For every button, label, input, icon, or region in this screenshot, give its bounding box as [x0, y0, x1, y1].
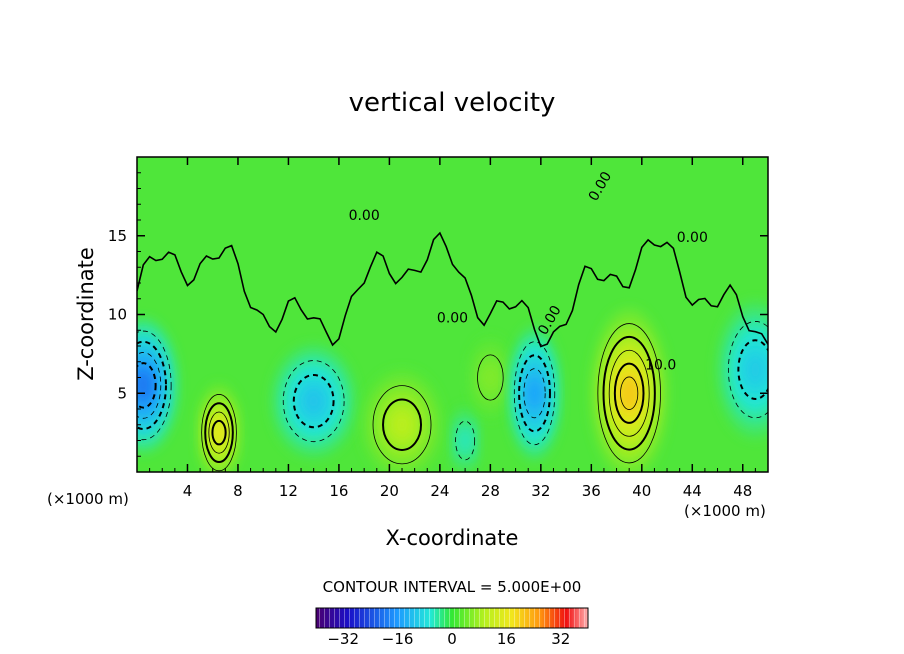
- contour-line: [477, 354, 504, 401]
- contour-line: [372, 385, 432, 465]
- y-tick-label: 5: [117, 384, 127, 402]
- colorbar-tick-label: −32: [327, 630, 359, 648]
- x-axis-label: X-coordinate: [385, 526, 519, 550]
- contour-line: [620, 376, 639, 410]
- contour-line: [292, 374, 335, 429]
- contour-line: [727, 321, 768, 419]
- contour-line: [455, 420, 476, 461]
- field-feature: [449, 406, 482, 472]
- x-tick-label: 32: [531, 482, 550, 500]
- x-tick-label: 36: [582, 482, 601, 500]
- contour-label: 10.0: [645, 358, 676, 374]
- y-tick-label: 10: [108, 306, 127, 324]
- y-tick-label: 15: [108, 227, 127, 245]
- contour-line: [137, 330, 172, 441]
- field-feature: [271, 345, 356, 458]
- contour-line: [613, 362, 645, 424]
- x-tick-label: 4: [183, 482, 193, 500]
- x-tick-label: 28: [481, 482, 500, 500]
- x-tick-label: 8: [233, 482, 243, 500]
- contour-interval-text: CONTOUR INTERVAL = 5.000E+00: [322, 578, 582, 596]
- x-unit-right: (×1000 m): [684, 502, 766, 520]
- contour-label: 0.00: [437, 310, 468, 326]
- contour-line: [597, 323, 661, 464]
- zero-contour: [137, 231, 768, 348]
- contour-line: [201, 394, 237, 472]
- contour-label: 0.00: [349, 208, 380, 224]
- x-tick-label: 44: [683, 482, 702, 500]
- contour-line: [523, 368, 546, 419]
- contour-label: 0.00: [677, 230, 708, 246]
- colorbar: −32 −16 0 16 32: [315, 607, 589, 648]
- field-feature: [362, 370, 443, 472]
- contour-line: [518, 354, 551, 433]
- contour-line: [137, 362, 157, 409]
- contour-line: [513, 341, 556, 446]
- contour-line: [608, 349, 650, 437]
- x-tick-label: 40: [632, 482, 651, 500]
- contour-line: [382, 398, 423, 451]
- contour-line: [204, 402, 234, 464]
- chart-title: vertical velocity: [348, 88, 556, 118]
- y-axis-label: Z-coordinate: [74, 247, 98, 381]
- x-tick-label: 20: [380, 482, 399, 500]
- colorbar-frame: [315, 607, 589, 629]
- x-unit-left: (×1000 m): [47, 490, 129, 508]
- field-feature: [591, 309, 668, 472]
- contour-line: [137, 340, 167, 430]
- field-feature: [137, 319, 178, 452]
- contour-line: [208, 411, 230, 454]
- x-tick-label: 48: [733, 482, 752, 500]
- contour-line: [211, 419, 227, 446]
- contour-line: [737, 339, 768, 400]
- colorbar-stripes: [316, 608, 588, 628]
- colorbar-tick-label: 0: [447, 630, 457, 648]
- x-tick-label: 12: [279, 482, 298, 500]
- field-feature: [197, 384, 242, 472]
- field-feature: [717, 301, 768, 438]
- field-feature: [468, 337, 513, 418]
- contour-line: [137, 352, 162, 419]
- contour-line: [282, 360, 345, 443]
- x-tick-label: 24: [430, 482, 449, 500]
- colorbar-tick-label: 32: [551, 630, 570, 648]
- x-tick-label: 16: [329, 482, 348, 500]
- field-feature: [508, 327, 561, 460]
- contour-line: [602, 335, 656, 451]
- colorbar-tick-label: −16: [382, 630, 414, 648]
- colorbar-tick-label: 16: [497, 630, 516, 648]
